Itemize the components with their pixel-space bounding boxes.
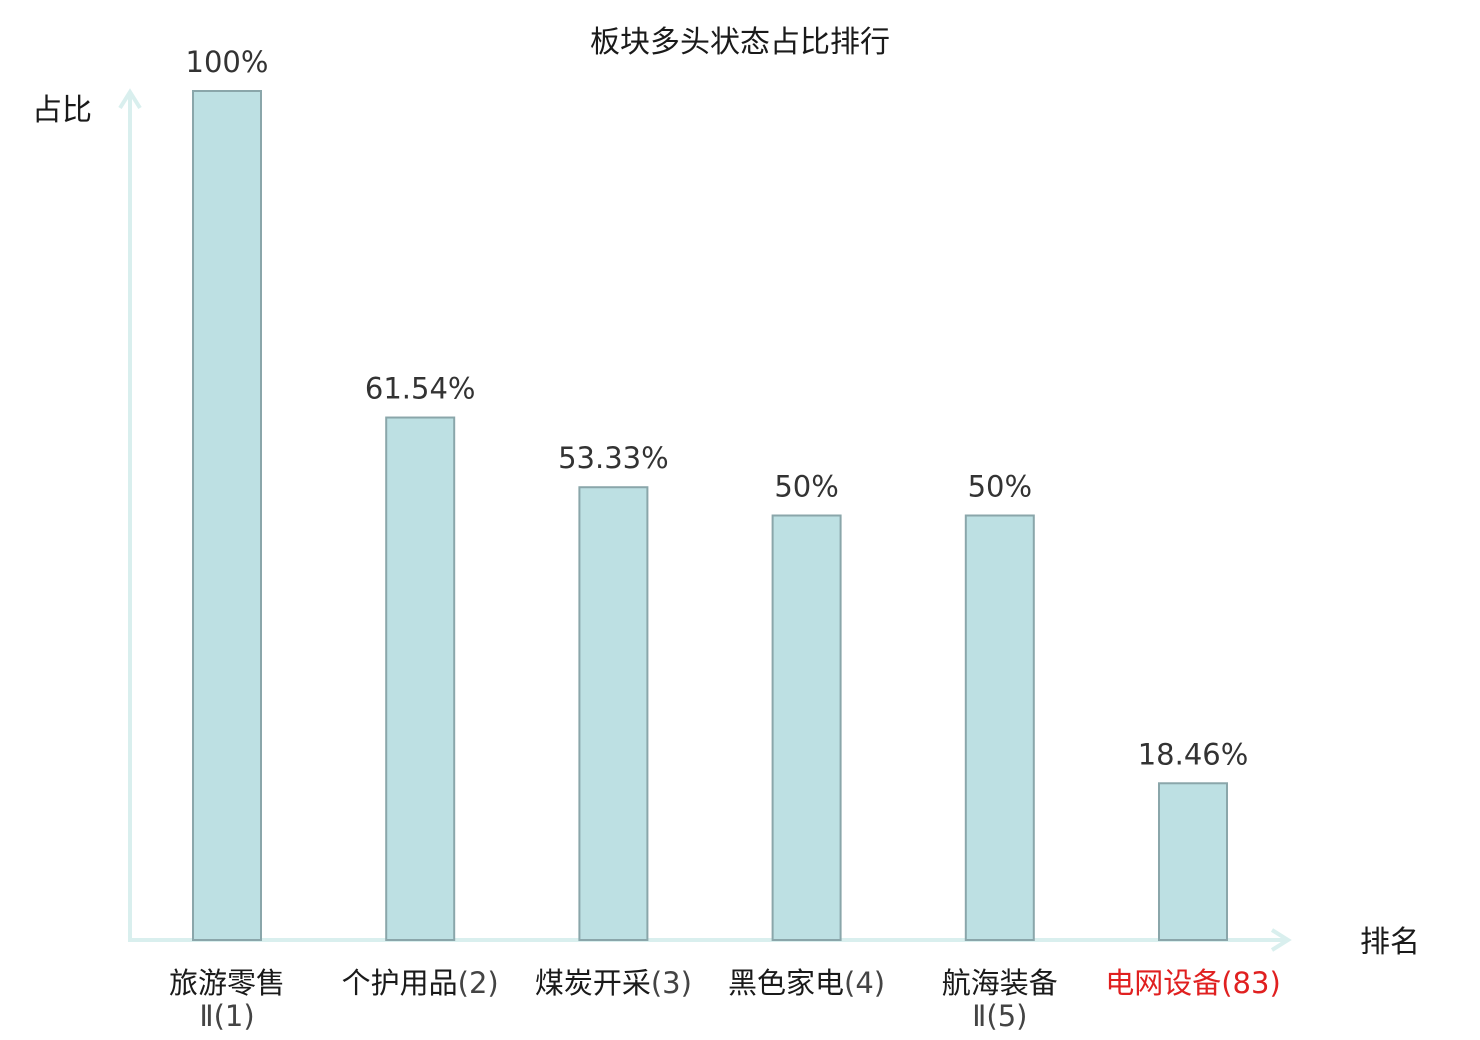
category-name: 旅游零售 (169, 966, 285, 1000)
value-labels: 100% 61.54% 53.33% 50% 50% 18.46% (186, 45, 1249, 771)
category-name: 黑色家电 (728, 966, 844, 1000)
category-labels: 旅游零售 Ⅱ(1) 个护用品(2) 煤炭开采(3) 黑色家电(4) 航海装备 Ⅱ(5) 电网设… (169, 966, 1281, 1033)
y-axis-arrow (118, 88, 142, 110)
bar-4 (771, 514, 842, 941)
bar-3 (578, 486, 649, 941)
category-rank: (3) (651, 966, 692, 1000)
value-label-2: 61.54% (365, 372, 476, 406)
category-name: 航海装备 (942, 966, 1058, 1000)
category-label-5: 航海装备 Ⅱ(5) (942, 966, 1058, 1033)
category-rank: (2) (458, 966, 499, 1000)
chart-title: 板块多头状态占比排行 (590, 25, 890, 60)
category-label-6: 电网设备(83) (1105, 966, 1281, 1000)
category-label-1: 旅游零售 Ⅱ(1) (169, 966, 285, 1033)
value-label-6: 18.46% (1138, 737, 1249, 771)
category-label-3: 煤炭开采(3) (535, 966, 692, 1000)
category-label-2: 个护用品(2) (342, 966, 499, 1000)
value-label-5: 50% (968, 470, 1032, 504)
category-name: 电网设备 (1105, 966, 1221, 1000)
category-rank: (4) (844, 966, 885, 1000)
category-name: 煤炭开采 (535, 966, 651, 1000)
value-label-4: 50% (774, 470, 838, 504)
bar-1 (192, 90, 262, 941)
x-axis (128, 928, 1292, 952)
category-rank: (83) (1221, 966, 1281, 1000)
y-axis (118, 88, 142, 940)
category-name: 个护用品 (342, 966, 458, 1000)
category-rank: Ⅱ(5) (972, 999, 1027, 1033)
bar-series (192, 90, 1228, 941)
bar-6 (1158, 782, 1228, 941)
value-label-1: 100% (186, 45, 269, 79)
bar-5 (964, 514, 1035, 941)
category-rank: Ⅱ(1) (199, 999, 254, 1033)
x-axis-label: 排名 (1360, 925, 1420, 960)
value-label-3: 53.33% (558, 441, 669, 475)
bar-2 (385, 416, 456, 941)
x-axis-arrow (1270, 928, 1292, 952)
y-axis-label: 占比 (32, 93, 92, 128)
category-label-4: 黑色家电(4) (728, 966, 885, 1000)
